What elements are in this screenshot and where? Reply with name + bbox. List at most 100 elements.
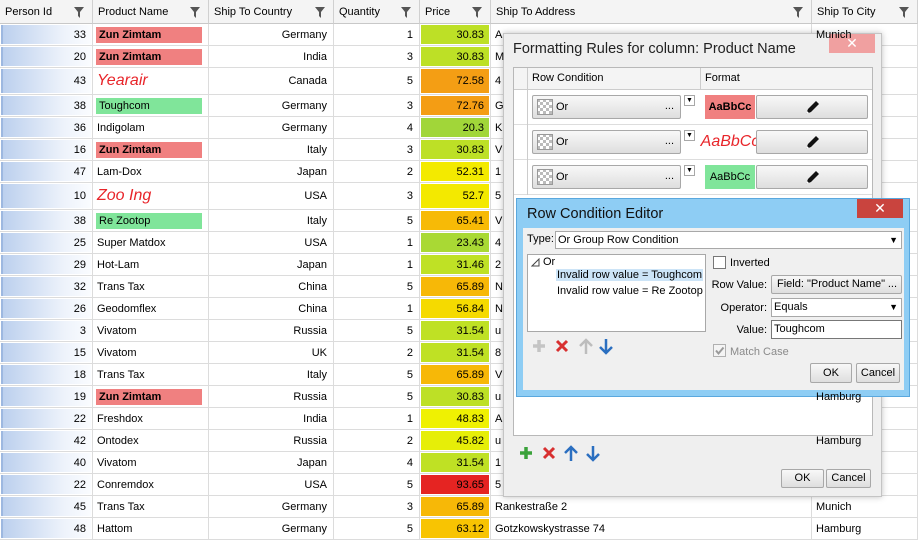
grid-cell: 48.83	[420, 408, 491, 430]
move-up-button[interactable]	[579, 338, 593, 354]
cell-text: 56.84	[456, 302, 484, 315]
tree-node[interactable]: Invalid row value = Toughcom	[556, 269, 704, 281]
type-select[interactable]: Or Group Row Condition ▼	[555, 231, 902, 249]
cell-text: 23.43	[456, 236, 484, 249]
column-header[interactable]: Ship To Address	[491, 0, 812, 24]
cell-text: USA	[304, 478, 327, 491]
cell-text: Japan	[297, 165, 327, 178]
cell-text: 22	[73, 478, 86, 491]
edit-format-button[interactable]	[756, 95, 868, 119]
grid-cell: Japan	[209, 161, 334, 183]
id-bar	[1, 96, 91, 115]
id-bar	[1, 409, 91, 428]
cell-text: 45.82	[456, 434, 484, 447]
grid-cell: 1	[334, 254, 420, 276]
cell-text: 29	[73, 258, 86, 271]
cell-text: 65.89	[456, 368, 484, 381]
move-down-button[interactable]	[599, 339, 613, 355]
condition-box[interactable]: Or...	[532, 130, 681, 154]
row-value: Field: "Product Name"	[777, 278, 886, 290]
grid-cell: Vivatom	[93, 320, 209, 342]
move-down-button[interactable]	[586, 446, 600, 462]
grid-cell: Gotzkowskystrasse 74	[491, 518, 812, 540]
cell-text: 5	[406, 522, 413, 535]
grid-cell: 93.65	[420, 474, 491, 496]
inverted-checkbox[interactable]	[713, 256, 726, 269]
grid-cell: Trans Tax	[93, 276, 209, 298]
condition-box[interactable]: Or...	[532, 95, 681, 119]
cell-text: V	[495, 368, 503, 381]
cell-text: 63.12	[456, 522, 484, 535]
row-indicator	[514, 90, 528, 125]
header-text: Ship To City	[817, 6, 876, 18]
grid-cell: 45.82	[420, 430, 491, 452]
cell-text: 4	[406, 121, 413, 134]
dropdown-button[interactable]: ▼	[684, 95, 695, 106]
column-header[interactable]: Ship To City	[812, 0, 918, 24]
tree-root[interactable]: Or	[543, 256, 556, 268]
cell-text: Trans Tax	[97, 280, 145, 293]
cell-text: A	[495, 412, 503, 425]
column-header[interactable]: Product Name	[93, 0, 209, 24]
dropdown-button[interactable]: ▼	[684, 130, 695, 141]
more-button[interactable]: ...	[664, 170, 674, 182]
ok-button[interactable]: OK	[810, 363, 852, 383]
cell-text: Zoo Ing	[97, 187, 152, 204]
column-header[interactable]: Format	[701, 68, 872, 90]
cell-text: 30.83	[456, 28, 484, 41]
cell-text: Rankestraße 2	[495, 500, 568, 513]
grid-cell: Freshdox	[93, 408, 209, 430]
delete-button[interactable]	[542, 446, 556, 460]
cell-text: 2	[406, 434, 413, 447]
grid-cell: Trans Tax	[93, 364, 209, 386]
price-fill	[421, 118, 489, 137]
price-fill	[421, 431, 489, 450]
cell-text: 1	[406, 412, 413, 425]
close-button[interactable]: ✕	[857, 199, 903, 218]
move-up-button[interactable]	[564, 445, 578, 461]
cell-text: u	[495, 434, 502, 447]
more-button[interactable]: ...	[664, 135, 674, 147]
column-header[interactable]: Price	[420, 0, 491, 24]
match-case-checkbox[interactable]	[713, 344, 726, 357]
grid-cell: 5	[334, 210, 420, 232]
cell-text: M	[495, 50, 505, 63]
close-button[interactable]: ✕	[829, 34, 875, 53]
cell-text: 33	[73, 28, 86, 41]
grid-cell: UK	[209, 342, 334, 364]
cell-text: 3	[79, 324, 86, 337]
grid-cell: 30.83	[420, 386, 491, 408]
format-preview: AaBbCc	[705, 165, 755, 189]
edit-format-button[interactable]	[756, 130, 868, 154]
column-header[interactable]: Row Condition	[528, 68, 701, 90]
more-button[interactable]: ...	[664, 100, 674, 112]
dropdown-button[interactable]: ▼	[684, 165, 695, 176]
grid-cell: China	[209, 276, 334, 298]
row-value-field[interactable]: Field: "Product Name" ...	[771, 275, 902, 294]
cancel-button[interactable]: Cancel	[856, 363, 900, 383]
more-button[interactable]: ...	[887, 278, 897, 290]
delete-button[interactable]	[555, 339, 569, 353]
column-header[interactable]: Ship To Country	[209, 0, 334, 24]
cell-text: A	[495, 28, 503, 41]
grid-cell: 30.83	[420, 24, 491, 46]
rule-toolbar	[520, 445, 600, 462]
cell-text: 31.54	[456, 456, 484, 469]
cell-text: Freshdox	[97, 412, 143, 425]
grid-cell: Germany	[209, 117, 334, 139]
cancel-button[interactable]: Cancel	[826, 469, 871, 488]
edit-format-button[interactable]	[756, 165, 868, 189]
grid-cell: Geodomflex	[93, 298, 209, 320]
operator-select[interactable]: Equals ▼	[771, 298, 902, 317]
condition-box[interactable]: Or...	[532, 165, 681, 189]
column-header[interactable]: Quantity	[334, 0, 420, 24]
column-header[interactable]: Person Id	[0, 0, 93, 24]
add-button[interactable]	[520, 447, 532, 459]
add-button[interactable]	[533, 340, 545, 352]
cell-text: 5	[406, 280, 413, 293]
value-input[interactable]: Toughcom	[771, 320, 902, 339]
ok-button[interactable]: OK	[781, 469, 824, 488]
grid-cell: 5	[334, 276, 420, 298]
tree-node[interactable]: Invalid row value = Re Zootop	[557, 285, 703, 297]
rule-row	[514, 125, 872, 160]
